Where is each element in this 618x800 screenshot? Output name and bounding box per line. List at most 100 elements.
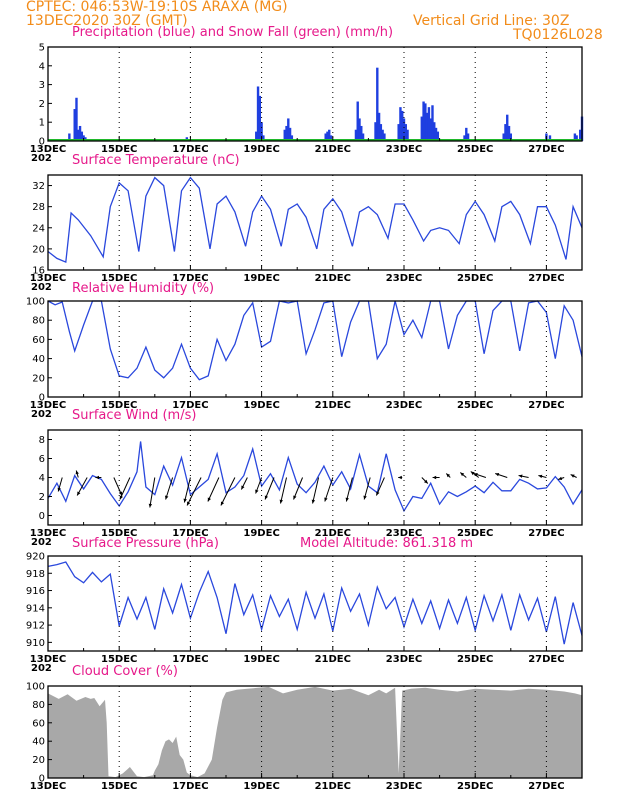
precip-bar [406, 129, 409, 141]
press-panel: Surface Pressure (hPa) Model Altitude: 86… [26, 536, 583, 674]
date-tick-label: 27DEC [528, 654, 564, 665]
wind-arrow-head [424, 479, 428, 484]
precip-bar [258, 95, 262, 141]
date-tick-label: 27DEC [528, 144, 564, 155]
wind-arrow-head [446, 473, 451, 478]
precip-bar [502, 133, 505, 141]
wind-arrow-head [220, 501, 225, 506]
date-tick-label: 23DEC [386, 144, 422, 155]
precip-bar [376, 67, 379, 141]
wind-arrow [311, 477, 320, 504]
precip-bar [401, 110, 404, 141]
wind-arrow [119, 477, 131, 500]
cloud-cover-area [48, 686, 582, 778]
precip-bar [509, 133, 512, 141]
wind-series-line [47, 441, 583, 513]
date-tick-label: 21DEC [315, 273, 351, 284]
y-tick-label: 40 [32, 737, 45, 748]
date-tick-label: 13DEC [30, 400, 66, 411]
y-tick-label: 4 [39, 61, 45, 72]
precip-bar [255, 131, 258, 141]
precip-bar [402, 118, 406, 141]
date-tick-label: 23DEC [386, 273, 422, 284]
date-tick-label: 27DEC [528, 528, 564, 539]
y-tick-label: 20 [32, 244, 45, 255]
date-tick-label: 15DEC [101, 400, 137, 411]
y-tick-label: 0 [39, 774, 45, 785]
wind-arrow-head [398, 475, 402, 480]
wind-title: Surface Wind (m/s) [72, 408, 196, 423]
precip-bar [354, 129, 358, 141]
y-tick-label: 1 [39, 118, 45, 129]
wind-arrow [165, 477, 174, 500]
header-grid-line: Vertical Grid Line: 30Z [413, 13, 569, 29]
precip-bar [68, 133, 71, 141]
wind-arrow [279, 477, 288, 504]
date-tick-label: 21DEC [315, 144, 351, 155]
wind-arrow-shaft [293, 477, 304, 500]
precip-bar [329, 135, 333, 141]
precip-bar [326, 131, 329, 141]
precip-bar [379, 124, 383, 141]
year-fragment-label: 202 [31, 663, 52, 674]
y-tick-label: 916 [26, 586, 45, 597]
wind-arrow-head [118, 491, 122, 496]
wind-arrow [183, 477, 191, 503]
precip-bar [256, 86, 260, 141]
wind-arrow-head [538, 474, 543, 479]
date-tick-label: 25DEC [457, 144, 493, 155]
precip-bar [283, 129, 286, 141]
y-tick-label: 100 [26, 297, 45, 308]
precip-panel: Precipitation (blue) and Snow Fall (gree… [30, 25, 584, 164]
y-tick-label: 2 [39, 492, 45, 503]
wind-arrow-head [148, 503, 153, 508]
precip-bar [463, 135, 466, 141]
wind-arrow-head [119, 495, 123, 500]
press-frame [47, 555, 583, 652]
wind-arrow [186, 477, 202, 506]
wind-arrow [95, 475, 102, 480]
rh-frame [47, 300, 583, 398]
wind-arrow-head [570, 474, 575, 478]
wind-arrow [220, 477, 236, 506]
wind-arrow [558, 476, 565, 480]
precip-bar [361, 133, 365, 141]
wind-arrow-head [75, 470, 79, 475]
y-tick-label: 28 [32, 202, 45, 213]
precip-bar [434, 127, 438, 141]
y-tick-label: 80 [32, 700, 45, 711]
wind-arrow [75, 470, 79, 478]
wind-arrow-shaft [312, 477, 320, 504]
press-annotation: Model Altitude: 861.318 m [300, 536, 473, 551]
date-tick-label: 27DEC [528, 273, 564, 284]
wind-arrow-head [324, 497, 328, 502]
precip-bar [73, 109, 76, 141]
header-run-date: 13DEC2020 30Z (GMT) [26, 13, 188, 29]
date-tick-label: 27DEC [528, 781, 564, 792]
precip-bar [285, 125, 288, 141]
y-tick-label: 24 [32, 223, 45, 234]
wind-arrow-head [363, 495, 367, 500]
wind-arrow-head [241, 485, 245, 490]
date-tick-label: 23DEC [386, 400, 422, 411]
wind-arrow-shaft [264, 477, 275, 500]
date-tick-label: 21DEC [315, 400, 351, 411]
precip-title: Precipitation (blue) and Snow Fall (gree… [72, 25, 393, 40]
wind-arrow-head [279, 499, 283, 504]
precip-bar [260, 122, 263, 141]
date-tick-label: 21DEC [315, 654, 351, 665]
precip-bar [262, 135, 265, 141]
wind-arrow-head [311, 499, 316, 504]
precip-bar [431, 105, 434, 141]
precip-bar [288, 127, 292, 141]
wind-arrow-head [470, 471, 475, 476]
date-tick-label: 25DEC [457, 528, 493, 539]
precip-bar [399, 107, 402, 141]
y-tick-label: 4 [39, 473, 45, 484]
precip-bar [75, 97, 78, 141]
date-tick-label: 17DEC [172, 781, 208, 792]
precip-bar [328, 129, 331, 141]
precip-bar [78, 125, 82, 141]
wind-arrow-shaft [345, 477, 353, 502]
wind-arrow [570, 474, 577, 478]
